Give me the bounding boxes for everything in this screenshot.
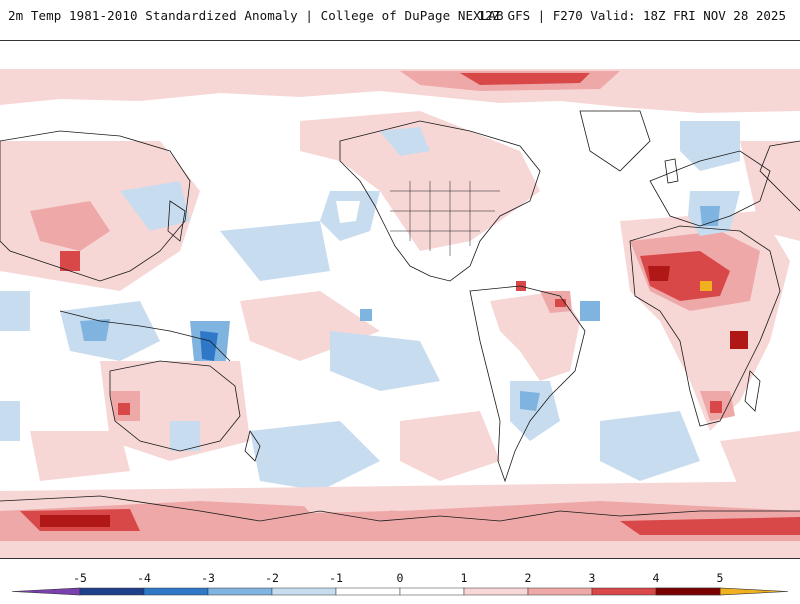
colorbar-segment [399,587,465,596]
colorbar-segment [143,587,209,596]
map-title: 2m Temp 1981-2010 Standardized Anomaly |… [8,8,504,23]
colorbar-tick-label: 4 [653,571,660,585]
colorbar-tick-label: -5 [73,571,87,585]
arctic-anomaly-layer [0,69,800,113]
ocean-anomaly-layer [30,221,800,491]
colorbar-segment [591,587,657,596]
colorbar-tick-label: 1 [461,571,468,585]
colorbar-tick-label: 5 [717,571,724,585]
us-borders [390,181,500,256]
colorbar: -5 -4 -3 -2 -1 0 1 2 3 4 5 [0,565,800,600]
colorbar-segment [79,587,145,596]
anomaly-map [0,40,800,559]
colorbar-tick-label: 3 [589,571,596,585]
colorbar-segment [527,587,593,596]
colorbar-max-extend [719,587,789,596]
colorbar-tick-label: -3 [201,571,215,585]
coastlines [0,110,800,522]
colorbar-segment [207,587,273,596]
colorbar-segment [463,587,529,596]
colorbar-segment [655,587,721,596]
colorbar-tick-label: -4 [137,571,151,585]
colorbar-tick-label: -2 [265,571,279,585]
colorbar-svg: -5 -4 -3 -2 -1 0 1 2 3 4 5 [11,571,789,596]
colorbar-tick-label: 2 [525,571,532,585]
south-america-anomaly-layer [490,281,580,441]
run-info: 12Z GFS | F270 Valid: 18Z FRI NOV 28 202… [477,8,786,23]
map-canvas [0,41,800,558]
colorbar-segment [335,587,401,596]
colorbar-min-extend [11,587,81,596]
asia-australia-anomaly-layer [0,141,250,461]
header: 2m Temp 1981-2010 Standardized Anomaly |… [0,0,800,30]
colorbar-tick-label: -1 [329,571,343,585]
colorbar-tick-label: 0 [397,571,404,585]
colorbar-segment [271,587,337,596]
africa-anomaly-layer [620,121,800,431]
